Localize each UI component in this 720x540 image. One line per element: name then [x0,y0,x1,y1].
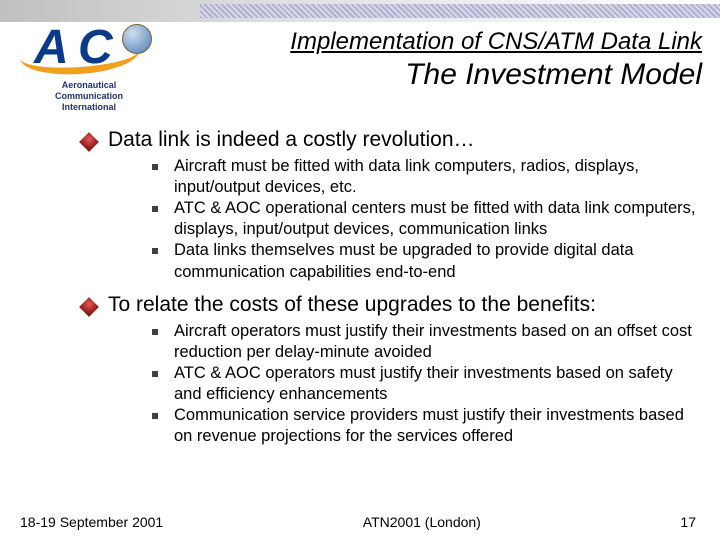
list-item: Data links themselves must be upgraded t… [152,240,702,282]
square-bullet-icon [152,329,158,335]
heading-text: Data link is indeed a costly revolution… [108,128,475,152]
logo-line3: International [14,102,164,113]
logo-graphic: A C [24,16,154,78]
slide-footer: 18-19 September 2001 ATN2001 (London) 17 [20,514,696,530]
title-block: Implementation of CNS/ATM Data Link The … [180,28,702,92]
title-line2: The Investment Model [180,58,702,92]
logo-line2: Communication [14,91,164,102]
square-bullet-icon [152,164,158,170]
slide-content: Data link is indeed a costly revolution…… [24,128,702,457]
bullet-heading: Data link is indeed a costly revolution… [82,128,702,152]
diamond-bullet-icon [79,297,99,317]
square-bullet-icon [152,371,158,377]
list-item: Aircraft must be fitted with data link c… [152,156,702,198]
list-item-text: ATC & AOC operational centers must be fi… [174,198,702,240]
logo-text: Aeronautical Communication International [14,80,164,112]
square-bullet-icon [152,206,158,212]
logo-block: A C Aeronautical Communication Internati… [14,16,164,121]
list-item-text: Communication service providers must jus… [174,405,702,447]
square-bullet-icon [152,248,158,254]
globe-icon [122,24,152,54]
logo-line1: Aeronautical [14,80,164,91]
top-bar-hatch [200,4,720,18]
bullet-heading: To relate the costs of these upgrades to… [82,293,702,317]
list-item: ATC & AOC operational centers must be fi… [152,198,702,240]
footer-date: 18-19 September 2001 [20,514,163,530]
list-item-text: Aircraft must be fitted with data link c… [174,156,702,198]
footer-event: ATN2001 (London) [363,514,481,530]
sub-bullet-list: Aircraft operators must justify their in… [152,321,702,448]
square-bullet-icon [152,413,158,419]
list-item: Communication service providers must jus… [152,405,702,447]
heading-text: To relate the costs of these upgrades to… [108,293,596,317]
list-item: Aircraft operators must justify their in… [152,321,702,363]
list-item: ATC & AOC operators must justify their i… [152,363,702,405]
list-item-text: Data links themselves must be upgraded t… [174,240,702,282]
title-line1: Implementation of CNS/ATM Data Link [180,28,702,56]
list-item-text: Aircraft operators must justify their in… [174,321,702,363]
footer-page-number: 17 [680,514,696,530]
list-item-text: ATC & AOC operators must justify their i… [174,363,702,405]
diamond-bullet-icon [79,132,99,152]
sub-bullet-list: Aircraft must be fitted with data link c… [152,156,702,283]
